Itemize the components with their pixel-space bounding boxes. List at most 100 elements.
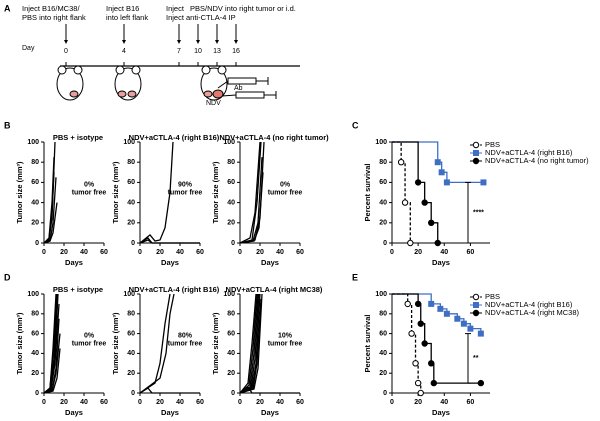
marker [477,379,485,387]
syringe-label: NDV [206,100,221,107]
marker [472,157,480,165]
mouse [114,65,142,101]
marker [480,179,487,186]
step-segment [392,141,402,163]
significance: **** [473,210,484,217]
marker [460,320,467,327]
legend-label: PBS [485,292,500,301]
y-tick-label: 60 [127,330,135,337]
chart: E 0 20 40 60 80 100 0 20 40 60 Days Percent survival… [352,272,579,417]
x-tick-label: 20 [414,249,422,256]
arrow-head [234,40,238,44]
x-tick-label: 20 [156,399,164,406]
chart-title: NDV+aCTLA-4 (right B16) [129,133,220,142]
protocol-note: PBS/NDV into right tumor or i.d. [190,4,296,13]
x-tick-label: 0 [138,399,142,406]
chart-title: PBS + isotype [53,133,103,142]
protocol-note: Inject [166,4,185,13]
annotation: tumor free [72,340,107,347]
marker [473,302,479,308]
y-tick-label: 100 [123,291,135,298]
y-tick-label: 40 [31,350,39,357]
x-tick-label: 0 [138,249,142,256]
marker [454,315,461,322]
x-tick-label: 40 [80,399,88,406]
panel-label: C [352,120,359,130]
annotation: tumor free [168,189,203,196]
protocol-note: Inject B16 [106,4,139,13]
y-axis-label: Tumor size (mm³) [211,312,220,374]
step-segment [392,141,439,163]
y-tick-label: 40 [379,199,387,206]
x-tick-label: 0 [238,249,242,256]
step-segment [392,293,419,304]
chart: NDV+aCTLA-4 (no right tumor) 0 20 40 60 80 100… [211,133,329,267]
annotation: 0% [84,332,95,339]
marker [428,360,435,367]
x-tick-label: 0 [390,399,394,406]
y-tick-label: 40 [127,350,135,357]
syringe-label: Ab [234,85,243,92]
tumor-curve [139,293,171,394]
x-axis-label: Days [261,408,279,417]
tumor-curve [43,293,58,394]
y-tick-label: 60 [379,179,387,186]
y-tick-label: 100 [27,291,39,298]
marker [472,293,480,301]
day-number: 10 [194,48,202,55]
y-tick-label: 20 [31,220,39,227]
step-segment [405,201,411,243]
y-axis-label: Percent survival [363,315,372,373]
marker [428,300,435,307]
y-tick-label: 0 [231,390,235,397]
y-tick-label: 80 [379,159,387,166]
marker [438,169,445,176]
y-tick-label: 0 [231,240,235,247]
day-number: 4 [122,48,126,55]
x-axis-label: Days [432,258,450,267]
y-tick-label: 0 [131,390,135,397]
x-tick-label: 20 [414,399,422,406]
marker [417,389,424,397]
marker [414,300,422,308]
tumor-curve [239,293,257,394]
chart: B PBS + isotype 0 20 40 60 80 100 0 20 40 60 Days Tum… [4,120,108,267]
y-tick-label: 100 [375,291,387,298]
panel-label: B [4,120,11,130]
y-tick-label: 0 [35,390,39,397]
x-tick-label: 0 [42,249,46,256]
y-axis-label: Tumor size (mm³) [211,161,220,223]
y-tick-label: 80 [227,311,235,318]
y-tick-label: 0 [383,240,387,247]
panel-a-art [56,65,300,101]
tumor-curve [43,172,55,244]
protocol-note: Inject B16/MC38/ [22,4,80,13]
x-tick-label: 40 [440,249,448,256]
y-tick-label: 80 [31,311,39,318]
y-tick-label: 100 [223,139,235,146]
step-segment [392,141,419,183]
y-tick-label: 60 [227,330,235,337]
chart: NDV+aCTLA-4 (right B16) 0 20 40 60 80 100 0 20 40… [111,285,220,417]
x-tick-label: 40 [80,249,88,256]
tumor-curve [139,239,200,244]
marker [434,159,441,166]
chart: C 0 20 40 60 80 100 0 20 40 60 Days Percent survival… [352,120,589,267]
annotation: 10% [278,332,293,339]
legend-label: NDV+aCTLA-4 (right MC38) [485,308,579,317]
x-tick-label: 60 [467,399,475,406]
y-axis-label: Tumor size (mm³) [111,161,120,223]
tumor-curve [239,386,300,394]
chart: NDV+aCTLA-4 (right MC38) 0 20 40 60 80 100 0 20 4… [211,285,323,417]
syringe [217,77,269,89]
panel-label: E [352,272,358,282]
chart-title: PBS + isotype [53,285,103,294]
x-tick-label: 60 [296,399,304,406]
x-tick-label: 0 [238,399,242,406]
y-tick-label: 40 [227,350,235,357]
x-tick-label: 60 [296,249,304,256]
x-tick-label: 0 [390,249,394,256]
tumor-curve [239,141,265,244]
y-tick-label: 60 [379,330,387,337]
